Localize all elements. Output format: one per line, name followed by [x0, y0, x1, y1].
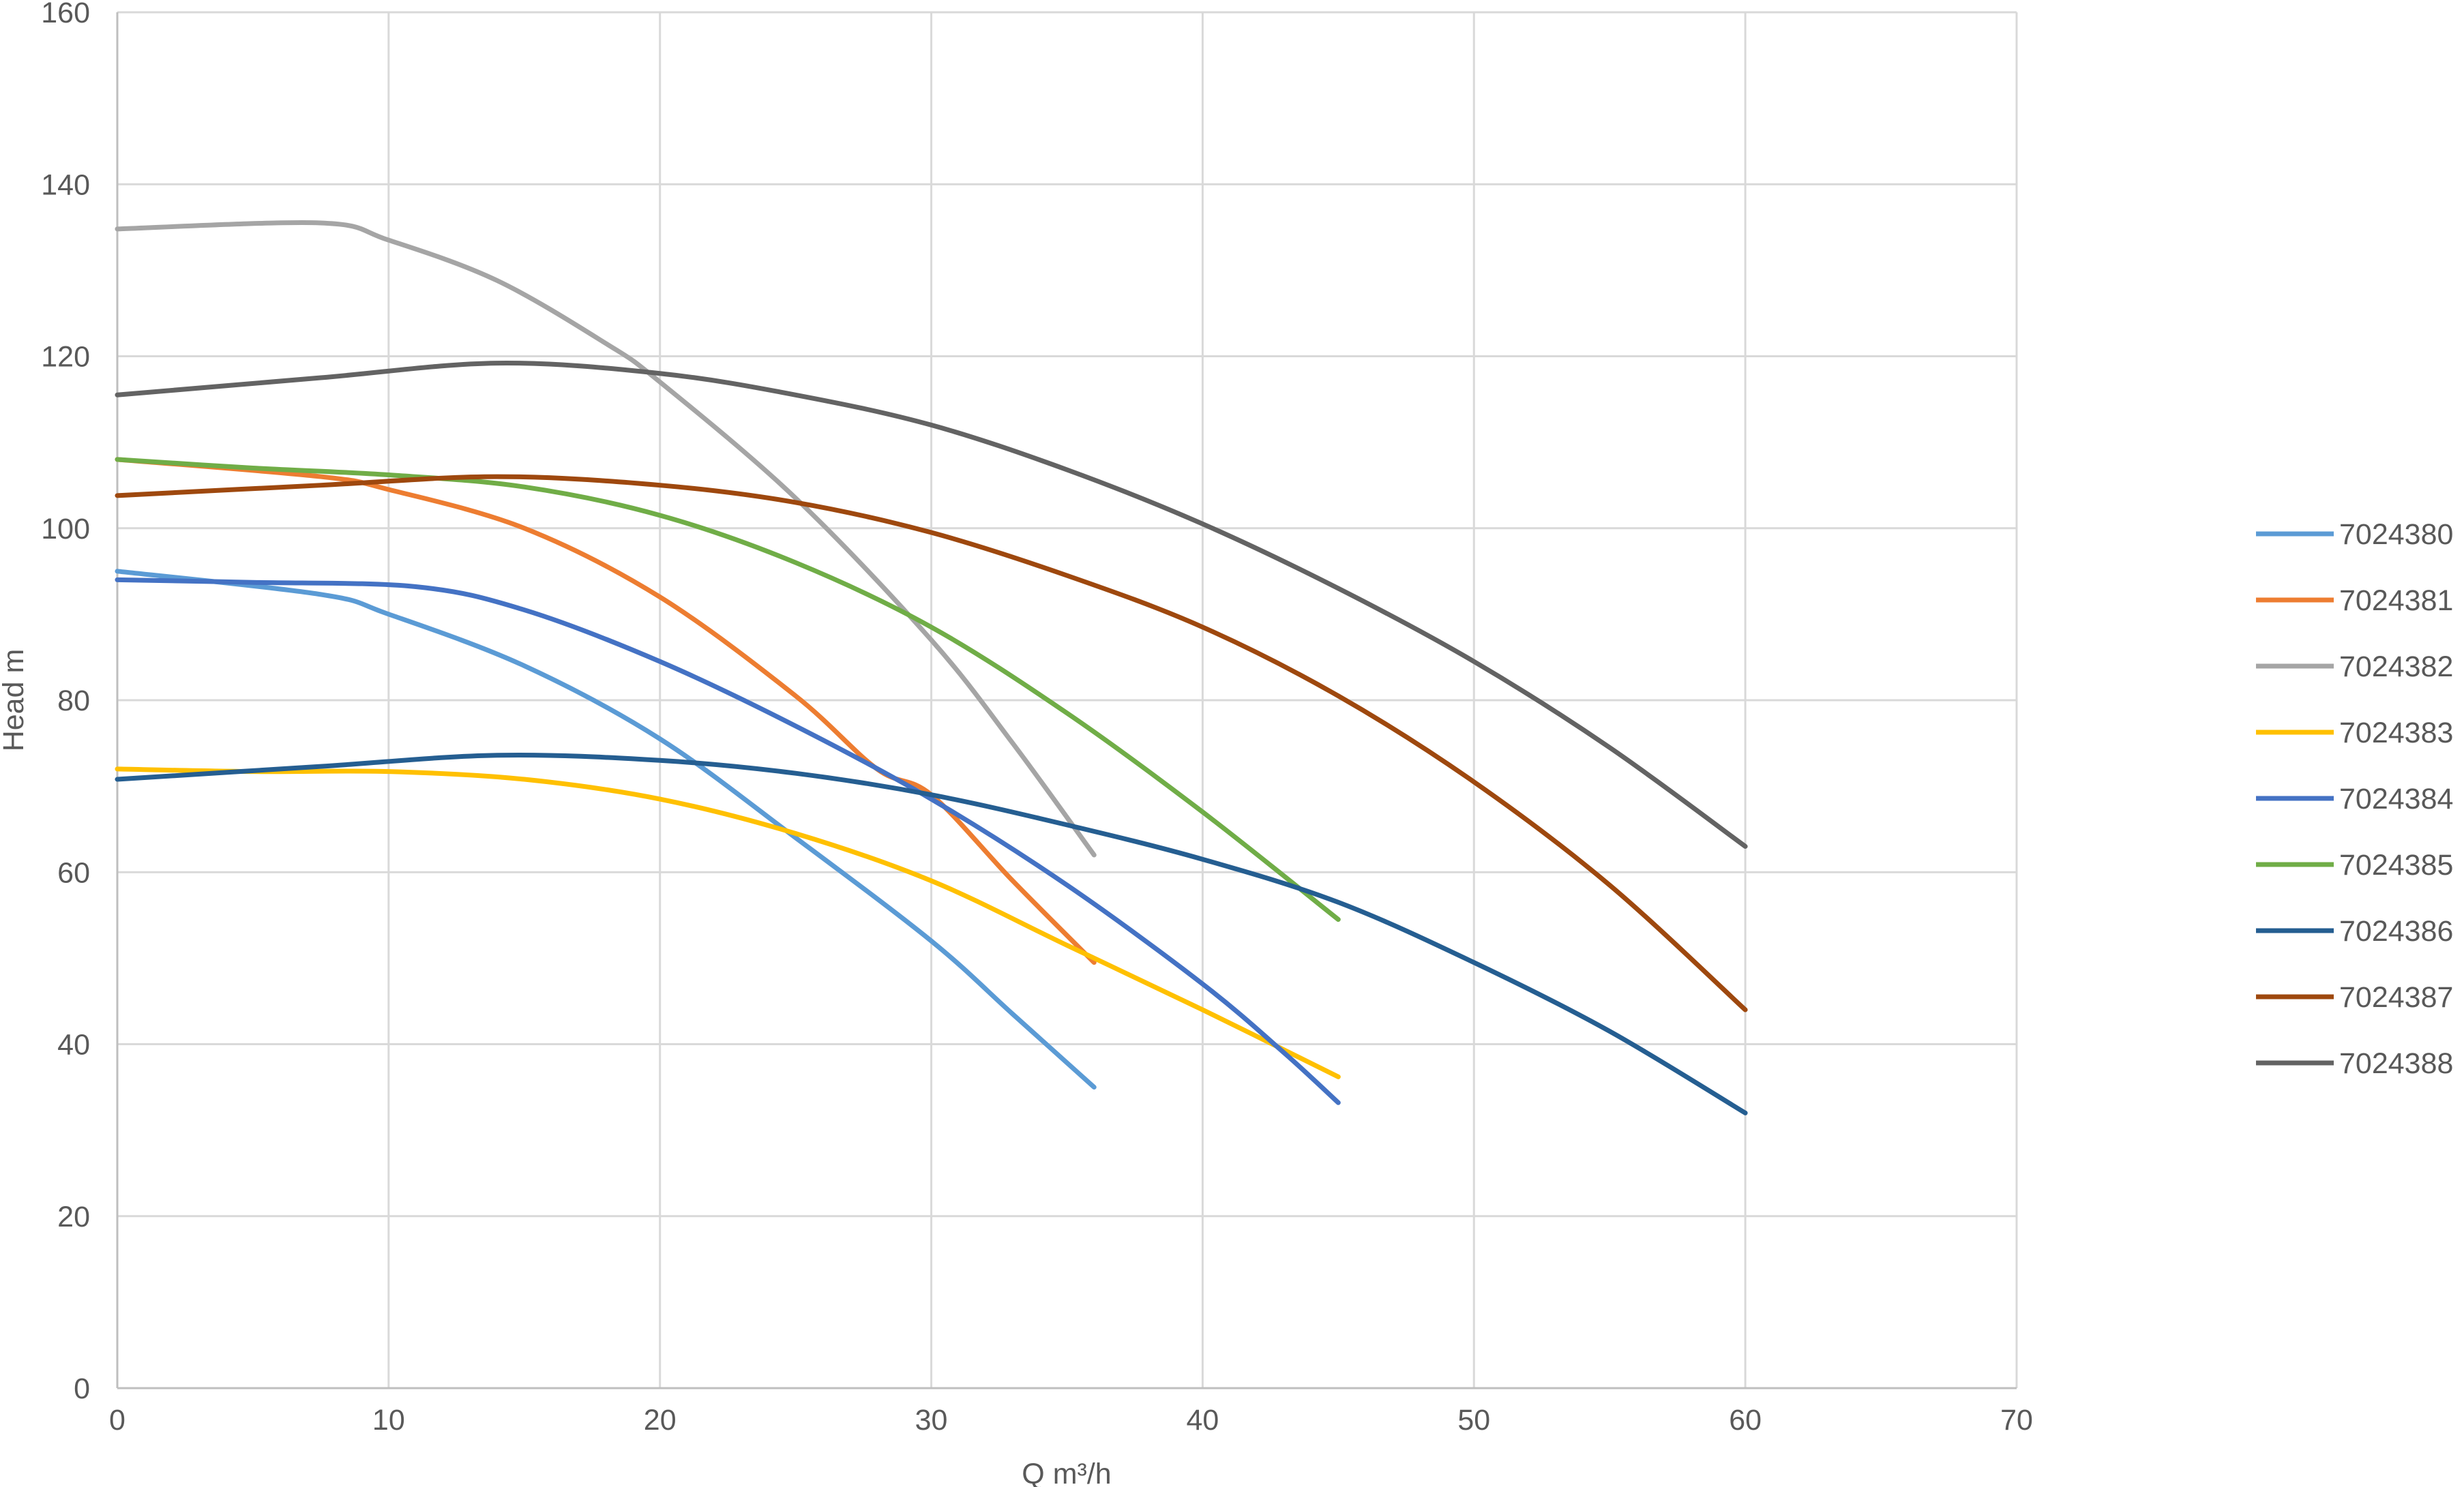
x-tick-label: 10: [372, 1404, 405, 1437]
x-tick-label: 40: [1187, 1404, 1219, 1437]
y-axis-title: Head m: [0, 649, 30, 752]
y-tick-label: 140: [41, 168, 90, 201]
series-line-7024380: [115, 569, 1097, 1090]
y-tick-label: 40: [57, 1029, 90, 1062]
legend-label: 7024386: [2339, 915, 2453, 948]
series-layer: [115, 220, 1748, 1115]
legend-label: 7024381: [2339, 584, 2453, 617]
grid: [116, 11, 2018, 1390]
legend-label: 7024382: [2339, 650, 2453, 683]
series-line-7024383: [115, 766, 1341, 1079]
legend-label: 7024383: [2339, 717, 2453, 749]
y-tick-label: 0: [74, 1372, 90, 1405]
y-tick-label: 60: [57, 856, 90, 889]
series-line-7024381: [115, 457, 1097, 965]
x-tick-label: 30: [915, 1404, 948, 1437]
series-line-7024384: [115, 577, 1341, 1105]
series-line-7024387: [115, 474, 1748, 1012]
x-tick-label: 20: [644, 1404, 677, 1437]
y-tick-label: 20: [57, 1201, 90, 1233]
x-tick-label: 70: [2000, 1404, 2033, 1437]
legend-label: 7024385: [2339, 849, 2453, 882]
legend-label: 7024387: [2339, 981, 2453, 1014]
legend: 7024380 7024381 7024382 7024383 7024384 70243…: [2256, 518, 2453, 1080]
x-axis-title: Q m³/h: [1022, 1458, 1111, 1487]
legend-label: 7024380: [2339, 518, 2453, 551]
series-line-7024386: [115, 752, 1748, 1115]
legend-label: 7024388: [2339, 1047, 2453, 1080]
series-line-7024385: [115, 457, 1341, 922]
series-line-7024382: [115, 220, 1097, 858]
legend-label: 7024384: [2339, 783, 2453, 815]
y-tick-label: 80: [57, 685, 90, 717]
y-axis-ticks: 0 20 40 60 80 100 120 140 160: [41, 0, 90, 1405]
x-tick-label: 60: [1729, 1404, 1762, 1437]
y-tick-label: 160: [41, 0, 90, 29]
series-line-7024388: [115, 361, 1748, 849]
x-axis-ticks: 0 10 20 30 40 50 60 70: [109, 1404, 2033, 1437]
x-tick-label: 0: [109, 1404, 125, 1437]
y-tick-label: 100: [41, 513, 90, 545]
x-tick-label: 50: [1457, 1404, 1490, 1437]
y-tick-label: 120: [41, 341, 90, 374]
